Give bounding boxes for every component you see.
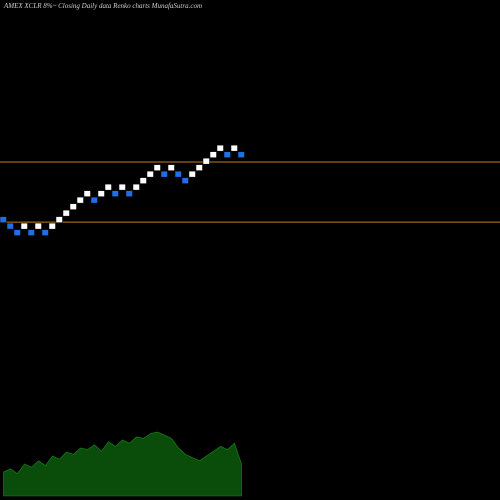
renko-brick [153,164,161,171]
volume-area [3,431,242,497]
renko-brick [20,222,28,230]
renko-brick [160,170,168,178]
renko-brick [27,229,35,236]
renko-brick [6,222,14,230]
renko-brick [111,190,119,197]
renko-brick [90,196,98,204]
renko-brick [0,216,7,223]
renko-brick [202,157,210,165]
renko-brick [62,209,70,217]
renko-brick [209,151,217,158]
renko-brick [83,190,91,197]
renko-brick [139,177,147,184]
renko-brick [181,177,189,184]
renko-brick [104,183,112,191]
renko-brick [167,164,175,171]
renko-brick [118,183,126,191]
renko-brick [125,190,133,197]
renko-brick [69,203,77,210]
renko-brick [216,144,224,152]
renko-brick [13,229,21,236]
renko-brick [230,144,238,152]
renko-brick [34,222,42,230]
renko-brick [41,229,49,236]
renko-brick [97,190,105,197]
renko-brick [223,151,231,158]
chart-title: AMEX XCLR 8%~ Closing Daily data Renko c… [3,2,202,10]
renko-brick [188,170,196,178]
renko-brick [76,196,84,204]
renko-brick [174,170,182,178]
renko-brick [146,170,154,178]
renko-brick [195,164,203,171]
renko-brick [48,222,56,230]
renko-brick [55,216,63,223]
renko-brick [132,183,140,191]
renko-brick [237,151,245,158]
